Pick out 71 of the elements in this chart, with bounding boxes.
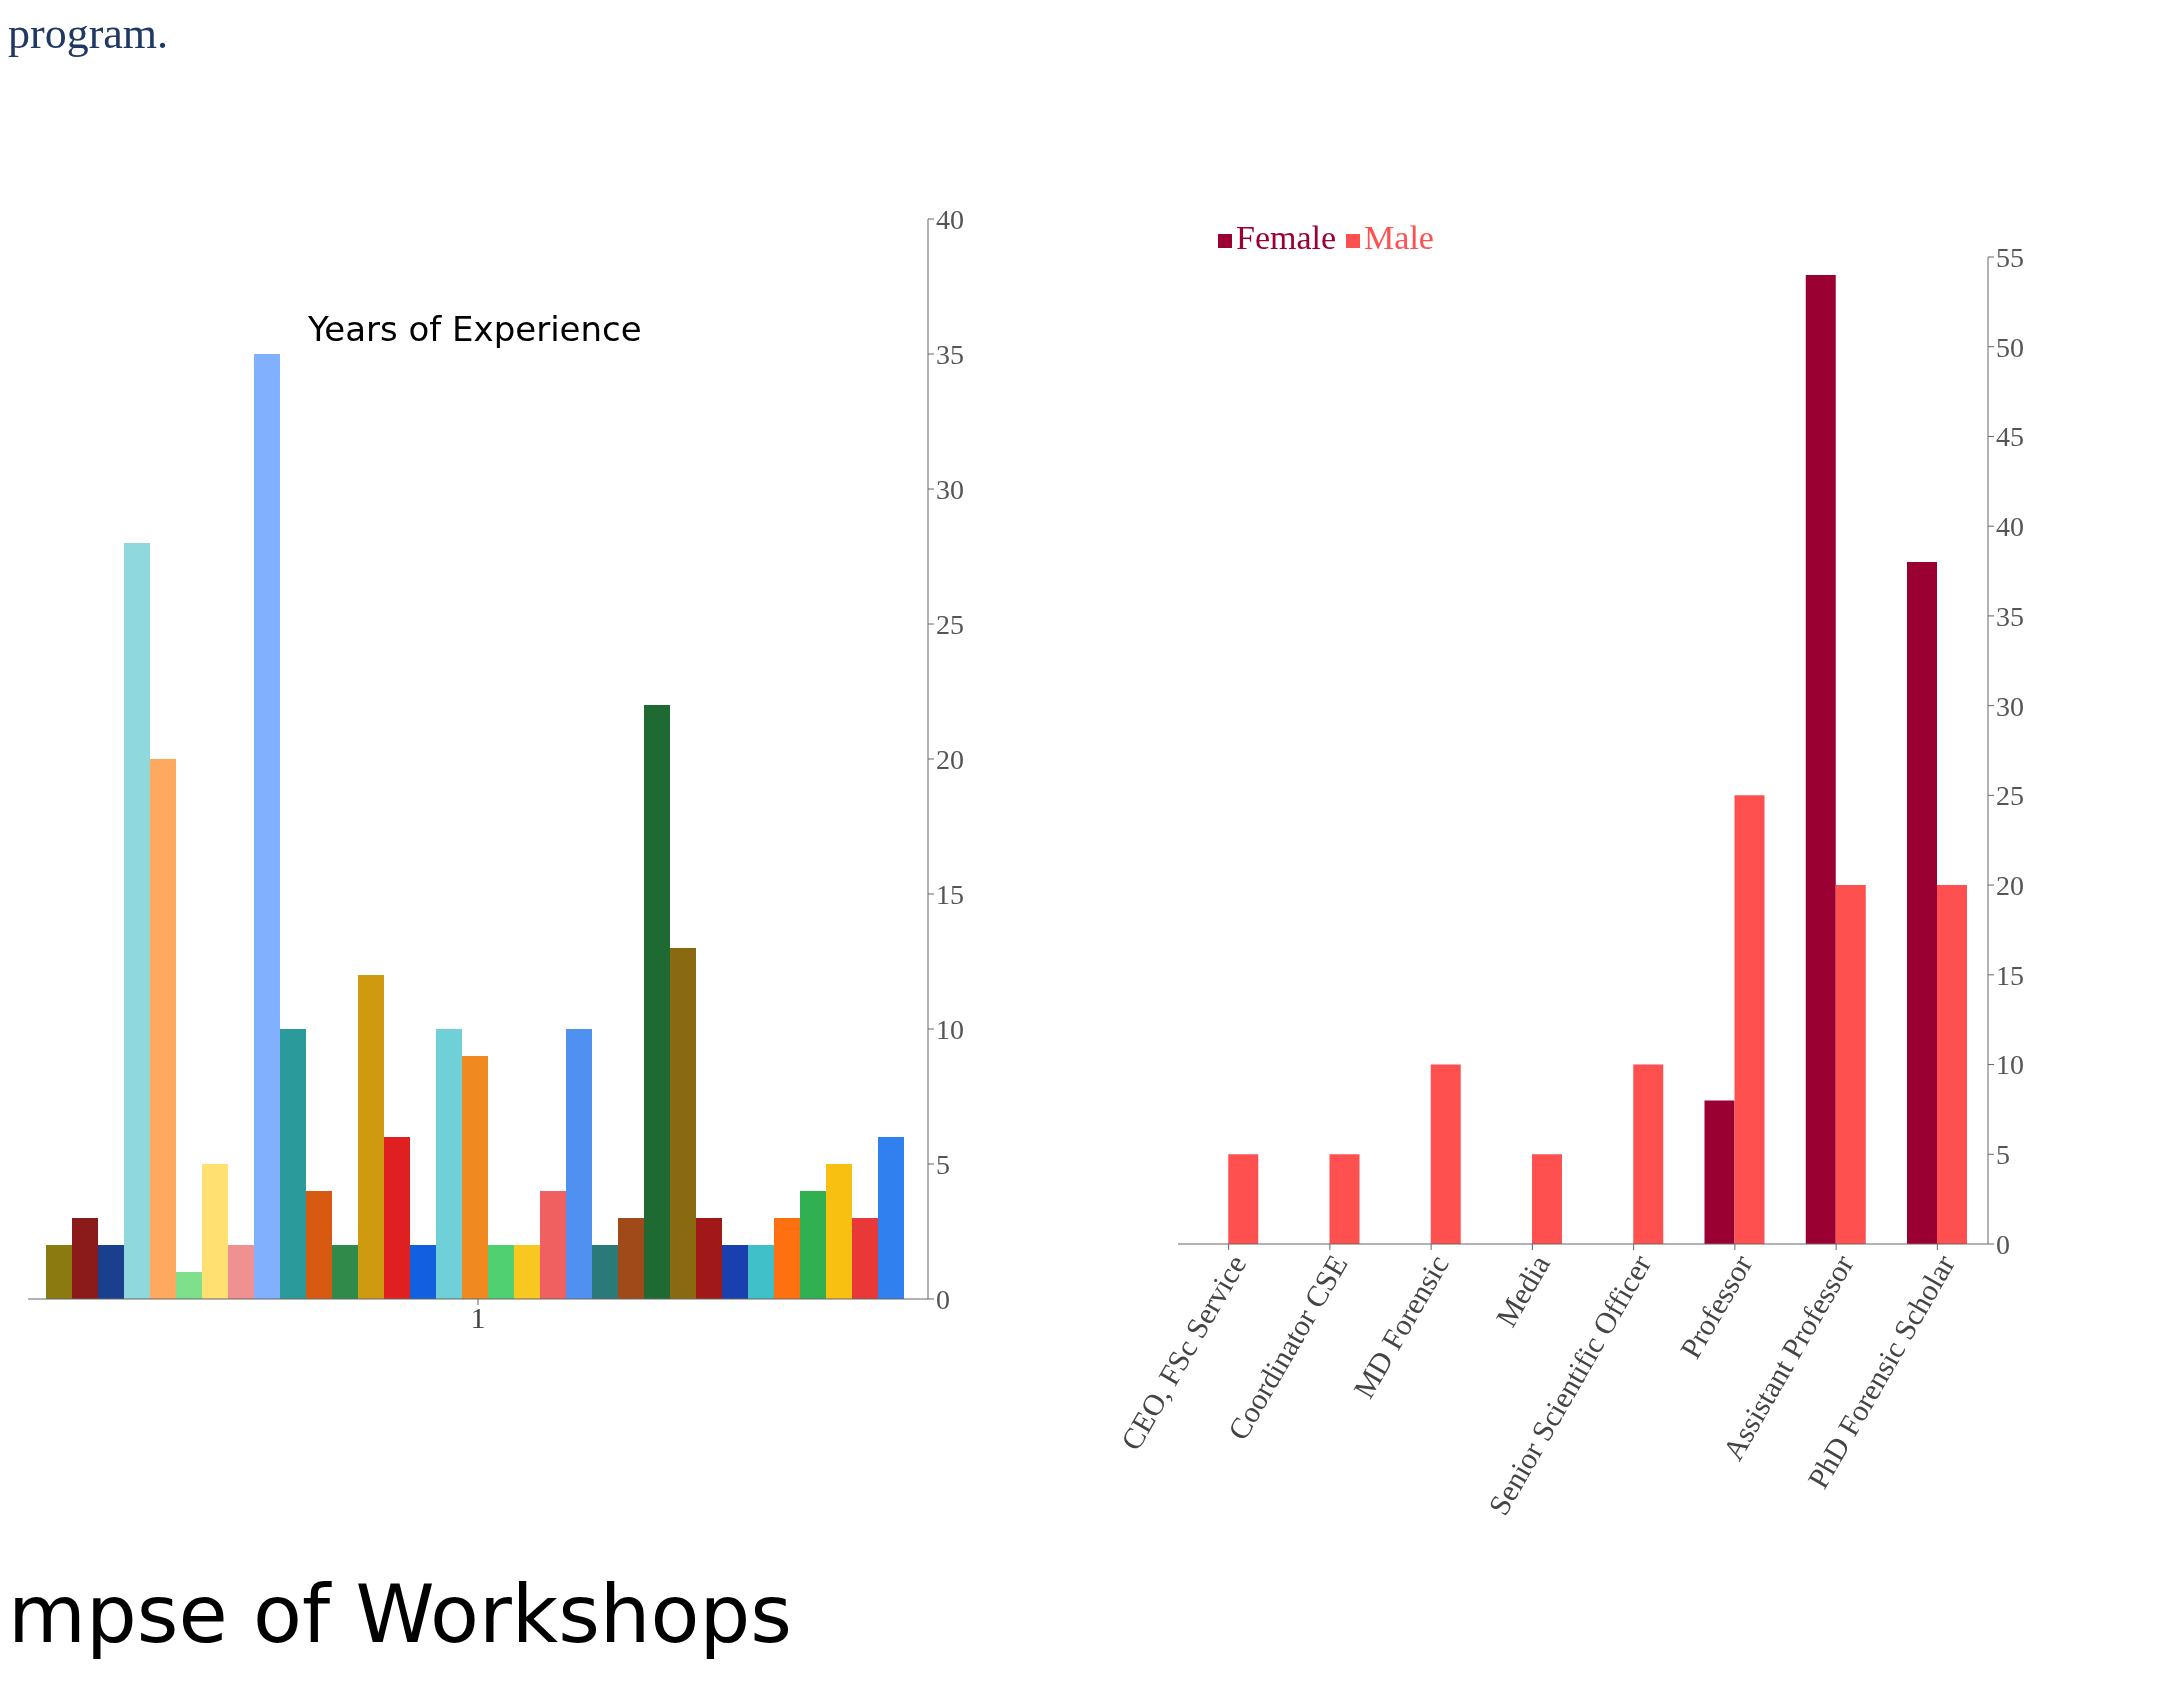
bar — [202, 1164, 228, 1299]
bar — [1228, 1154, 1259, 1244]
bar — [566, 1029, 592, 1299]
bar — [618, 1218, 644, 1299]
y-tick-label: 50 — [1996, 331, 2024, 363]
bar — [1835, 885, 1866, 1244]
bar — [1805, 274, 1836, 1244]
y-tick-label: 45 — [1996, 421, 2024, 453]
y-tick-label: 40 — [1996, 511, 2024, 543]
bar — [748, 1245, 774, 1299]
bar — [878, 1137, 904, 1299]
bar — [462, 1056, 488, 1299]
bar — [98, 1245, 124, 1299]
y-tick-label: 5 — [1996, 1139, 2010, 1171]
bar — [696, 1218, 722, 1299]
bar — [540, 1191, 566, 1299]
y-tick-label: 35 — [1996, 600, 2024, 632]
bar — [124, 543, 150, 1299]
bar — [176, 1272, 202, 1299]
y-tick-label: 5 — [936, 1148, 950, 1180]
text: Years of Experience — [308, 309, 642, 349]
bar — [254, 354, 280, 1299]
bar — [436, 1029, 462, 1299]
bar — [72, 1218, 98, 1299]
legend-label: Female — [1236, 219, 1337, 256]
bar — [800, 1191, 826, 1299]
legend-label: Male — [1364, 219, 1434, 256]
bar — [722, 1245, 748, 1299]
bar — [826, 1164, 852, 1299]
bar — [1704, 1100, 1735, 1244]
bar — [1430, 1064, 1461, 1244]
bar — [488, 1245, 514, 1299]
bar — [852, 1218, 878, 1299]
bar — [1633, 1064, 1664, 1244]
bar — [670, 948, 696, 1299]
bar — [1329, 1154, 1360, 1244]
y-tick-label: 20 — [1996, 870, 2024, 902]
text: mpse of Workshops — [8, 1568, 792, 1661]
bar — [228, 1245, 254, 1299]
y-tick-label: 25 — [936, 608, 964, 640]
bar — [774, 1218, 800, 1299]
bar — [384, 1137, 410, 1299]
bar — [280, 1029, 306, 1299]
bar — [1734, 795, 1765, 1244]
bar — [644, 705, 670, 1299]
y-tick-label: 20 — [936, 743, 964, 775]
bar — [306, 1191, 332, 1299]
bar — [150, 759, 176, 1299]
y-tick-label: 35 — [936, 338, 964, 370]
y-tick-label: 0 — [1996, 1228, 2010, 1260]
y-tick-label: 25 — [1996, 780, 2024, 812]
bar — [592, 1245, 618, 1299]
y-tick-label: 10 — [936, 1013, 964, 1045]
y-tick-label: 40 — [936, 203, 964, 235]
y-tick-label: 30 — [936, 473, 964, 505]
x-tick-label: 1 — [470, 1301, 486, 1335]
text: program. — [8, 8, 170, 59]
y-tick-label: 30 — [1996, 690, 2024, 722]
y-tick-label: 55 — [1996, 241, 2024, 273]
y-tick-label: 0 — [936, 1283, 950, 1315]
y-tick-label: 15 — [1996, 959, 2024, 991]
bar — [46, 1245, 72, 1299]
y-tick-label: 15 — [936, 878, 964, 910]
y-tick-label: 10 — [1996, 1049, 2024, 1081]
bar — [1907, 562, 1937, 1244]
bar — [1937, 885, 1967, 1244]
bar — [1532, 1154, 1562, 1244]
bar — [358, 975, 384, 1299]
bar — [514, 1245, 540, 1299]
bar — [410, 1245, 436, 1299]
bar — [332, 1245, 358, 1299]
